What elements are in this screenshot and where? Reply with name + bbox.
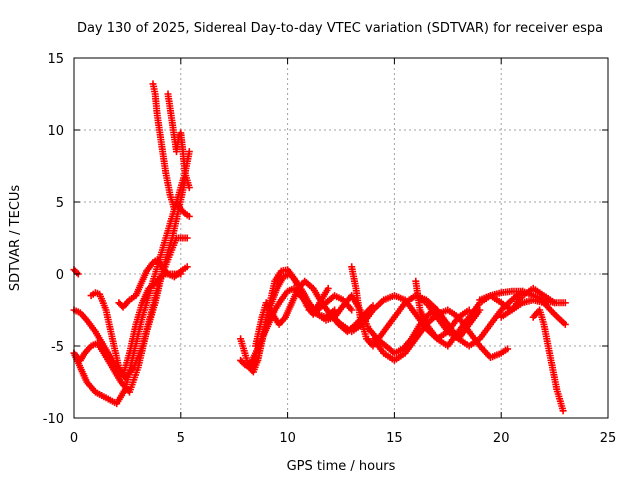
- x-axis-label: GPS time / hours: [287, 459, 396, 474]
- y-tick-label: -5: [51, 340, 64, 355]
- data-markers: [70, 80, 569, 415]
- x-tick-label: 25: [600, 431, 617, 446]
- data-point-arc-8: [185, 184, 193, 192]
- data-point-arc-10: [324, 284, 332, 292]
- grid-lines: [74, 58, 608, 418]
- data-point-arc-12: [348, 306, 356, 314]
- y-tick-label: 0: [56, 268, 64, 283]
- x-tick-label: 0: [70, 431, 78, 446]
- x-tick-label: 15: [386, 431, 403, 446]
- x-tick-label: 10: [279, 431, 296, 446]
- chart-title: Day 130 of 2025, Sidereal Day-to-day VTE…: [77, 21, 603, 36]
- y-tick-label: -10: [43, 412, 64, 427]
- plot-frame: [73, 57, 609, 419]
- y-tick-label: 5: [56, 196, 64, 211]
- data-point-arc-5: [183, 263, 191, 271]
- axis-ticks: 0 5 10 15 20 25 -10 -5 0 5 10 15: [43, 52, 617, 446]
- x-tick-label: 5: [177, 431, 185, 446]
- data-point-arc-9: [185, 212, 193, 220]
- data-point-arc-7: [170, 205, 178, 213]
- y-tick-label: 10: [47, 124, 64, 139]
- data-point-arc-22: [559, 407, 567, 415]
- data-point-arc-17: [504, 345, 512, 353]
- data-point-arc-9: [180, 208, 188, 216]
- data-point-arc-1: [185, 148, 193, 156]
- x-tick-label: 20: [493, 431, 510, 446]
- y-tick-label: 15: [47, 52, 64, 67]
- y-axis-label: SDTVAR / TECUs: [8, 185, 23, 292]
- data-point-arc-3: [183, 234, 191, 242]
- data-point-arc-20: [561, 299, 569, 307]
- data-point-arc-21: [561, 320, 569, 328]
